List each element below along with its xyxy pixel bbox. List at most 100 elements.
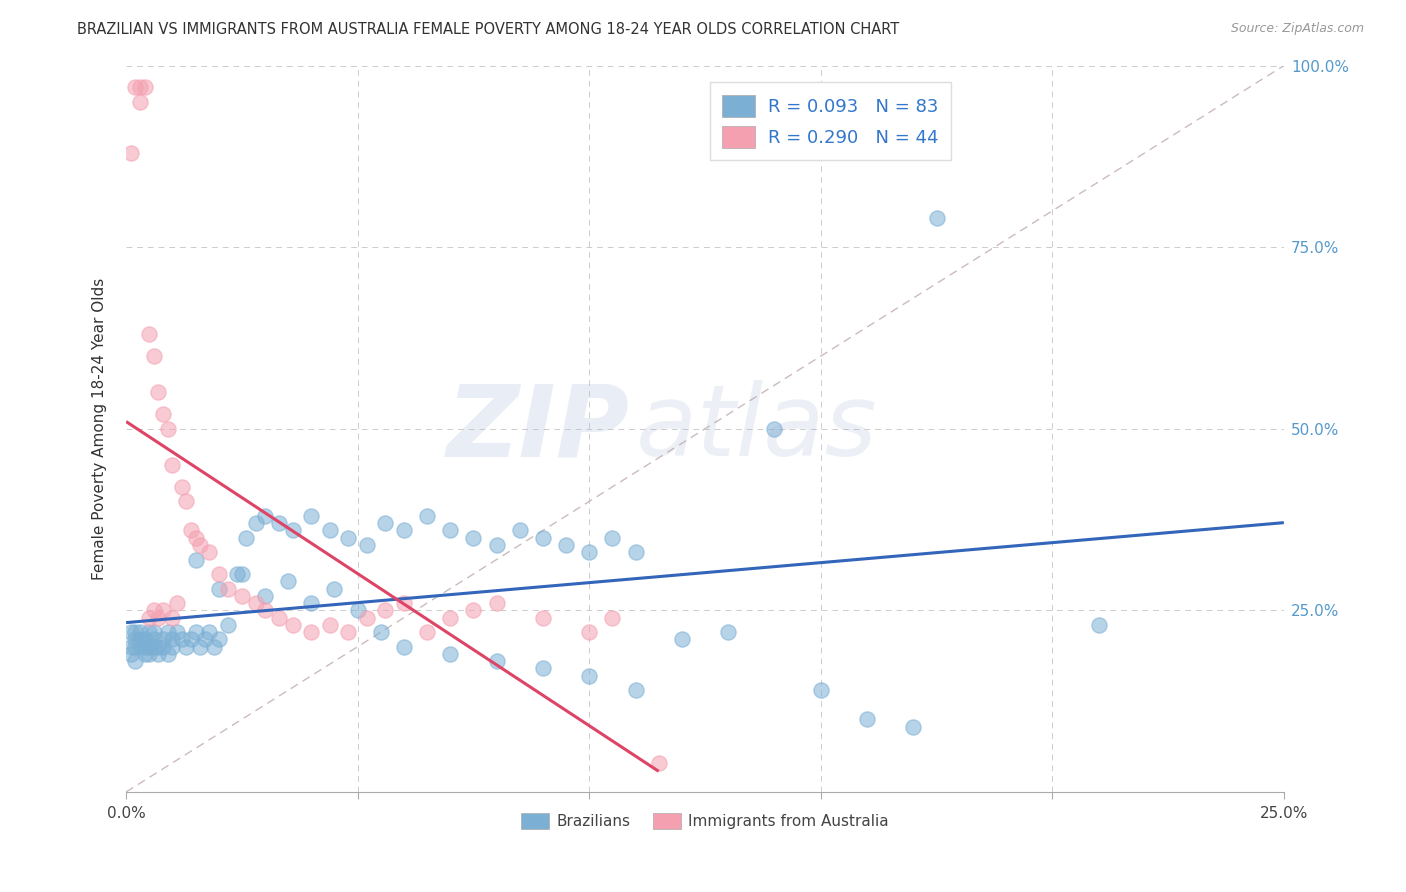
Point [162,610,184,624]
Point [138,610,160,624]
Point [245,516,267,531]
Point [337,531,360,545]
Point [231,589,253,603]
Point [208,567,231,582]
Point [120,640,142,654]
Point [671,632,693,647]
Point [416,508,439,523]
Point [152,407,174,421]
Point [319,618,342,632]
Point [188,640,211,654]
Point [463,531,485,545]
Point [134,647,156,661]
Point [124,80,146,95]
Point [202,640,225,654]
Point [208,582,231,596]
Point [217,582,239,596]
Point [253,589,276,603]
Point [162,640,184,654]
Point [856,712,879,726]
Point [170,632,193,647]
Point [763,422,786,436]
Point [531,531,554,545]
Point [134,80,156,95]
Point [299,625,322,640]
Point [624,545,647,559]
Y-axis label: Female Poverty Among 18-24 Year Olds: Female Poverty Among 18-24 Year Olds [93,277,107,580]
Point [578,669,600,683]
Point [124,654,146,668]
Point [555,538,578,552]
Point [485,538,508,552]
Point [174,640,197,654]
Point [124,625,146,640]
Legend: Brazilians, Immigrants from Australia: Brazilians, Immigrants from Australia [515,807,896,835]
Point [253,603,276,617]
Point [138,640,160,654]
Point [134,640,156,654]
Point [925,211,948,226]
Point [124,632,146,647]
Point [170,480,193,494]
Point [138,327,160,342]
Point [346,603,368,617]
Point [370,625,392,640]
Point [624,683,647,698]
Point [226,567,249,582]
Point [439,610,461,624]
Point [174,494,197,508]
Point [198,545,221,559]
Point [142,640,165,654]
Point [156,625,179,640]
Point [356,538,378,552]
Point [166,625,188,640]
Point [374,516,396,531]
Point [439,647,461,661]
Point [148,385,170,400]
Point [392,596,415,610]
Point [148,640,170,654]
Point [162,632,184,647]
Point [148,647,170,661]
Point [142,349,165,363]
Point [392,640,415,654]
Point [134,632,156,647]
Point [299,508,322,523]
Point [903,720,925,734]
Point [156,647,179,661]
Point [180,524,202,538]
Point [392,524,415,538]
Point [138,647,160,661]
Point [356,610,378,624]
Point [416,625,439,640]
Point [602,531,624,545]
Point [267,516,290,531]
Point [578,545,600,559]
Point [337,625,360,640]
Point [138,625,160,640]
Point [509,524,531,538]
Point [231,567,253,582]
Point [235,531,257,545]
Point [277,574,299,589]
Point [120,625,142,640]
Point [184,552,207,566]
Point [323,582,346,596]
Point [142,632,165,647]
Point [374,603,396,617]
Point [439,524,461,538]
Point [129,80,152,95]
Point [162,458,184,472]
Point [142,625,165,640]
Point [647,756,669,770]
Point [717,625,740,640]
Point [281,618,304,632]
Point [463,603,485,617]
Point [253,508,276,523]
Point [129,640,152,654]
Point [602,610,624,624]
Text: BRAZILIAN VS IMMIGRANTS FROM AUSTRALIA FEMALE POVERTY AMONG 18-24 YEAR OLDS CORR: BRAZILIAN VS IMMIGRANTS FROM AUSTRALIA F… [77,22,900,37]
Text: atlas: atlas [636,380,877,477]
Point [120,647,142,661]
Point [129,95,152,109]
